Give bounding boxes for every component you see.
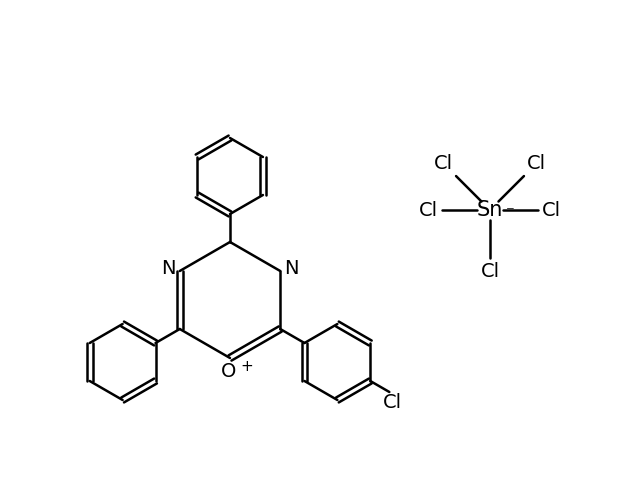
Text: Cl: Cl xyxy=(481,262,500,281)
Text: O: O xyxy=(221,362,237,381)
Text: Cl: Cl xyxy=(419,201,438,219)
Text: Cl: Cl xyxy=(434,154,453,173)
Text: N: N xyxy=(161,260,176,278)
Text: Cl: Cl xyxy=(382,394,401,412)
Text: Cl: Cl xyxy=(542,201,561,219)
Text: N: N xyxy=(284,260,299,278)
Text: ⁻: ⁻ xyxy=(506,203,515,221)
Text: Cl: Cl xyxy=(527,154,546,173)
Text: +: + xyxy=(240,359,253,374)
Text: Sn: Sn xyxy=(477,200,503,220)
